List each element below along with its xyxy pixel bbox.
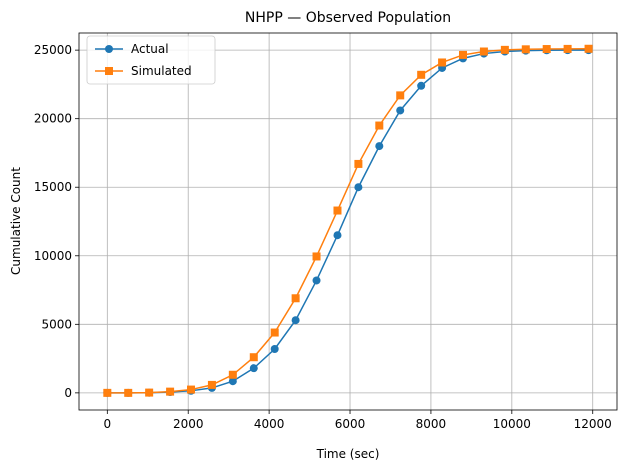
grid — [79, 33, 617, 410]
legend-marker-simulated — [105, 67, 113, 75]
y-tick-label: 10000 — [34, 249, 72, 263]
data-point-simulated — [354, 159, 363, 168]
data-point-actual — [312, 276, 321, 285]
plot-area — [103, 44, 593, 397]
data-point-simulated — [375, 121, 384, 130]
data-point-simulated — [207, 380, 216, 389]
data-point-simulated — [249, 353, 258, 362]
data-point-simulated — [500, 45, 509, 54]
y-tick-label: 5000 — [41, 317, 72, 331]
data-point-simulated — [542, 45, 551, 54]
data-point-actual — [375, 142, 384, 151]
data-point-actual — [249, 364, 258, 373]
data-point-simulated — [584, 44, 593, 53]
data-point-simulated — [312, 252, 321, 261]
data-point-simulated — [563, 44, 572, 53]
data-point-actual — [417, 81, 426, 90]
legend-marker-actual — [105, 45, 113, 53]
data-point-simulated — [187, 385, 196, 394]
y-axis: 0 5000 10000 15000 20000 25000 — [34, 43, 79, 400]
data-point-actual — [228, 377, 237, 386]
series-actual — [103, 46, 593, 397]
legend-box — [86, 35, 216, 85]
data-point-actual — [354, 183, 363, 192]
x-axis-label: Time (sec) — [316, 447, 380, 461]
chart-title: NHPP — Observed Population — [245, 10, 451, 26]
x-tick-label: 8000 — [416, 417, 447, 431]
series-line-simulated — [107, 48, 589, 394]
data-point-simulated — [438, 58, 447, 67]
x-tick-label: 0 — [103, 417, 111, 431]
legend-label-simulated: Simulated — [131, 64, 192, 78]
data-point-actual — [270, 344, 279, 353]
data-point-simulated — [459, 50, 468, 59]
x-tick-label: 10000 — [493, 417, 531, 431]
data-point-simulated — [291, 294, 300, 303]
x-tick-label: 4000 — [254, 417, 285, 431]
series-simulated — [103, 44, 593, 397]
data-point-simulated — [396, 91, 405, 100]
data-point-simulated — [417, 70, 426, 79]
data-point-simulated — [103, 388, 112, 397]
data-point-simulated — [270, 328, 279, 337]
data-point-simulated — [166, 387, 175, 396]
x-tick-label: 12000 — [574, 417, 612, 431]
legend: Actual Simulated — [86, 35, 216, 85]
data-point-simulated — [479, 47, 488, 56]
data-point-simulated — [333, 206, 342, 215]
data-point-simulated — [228, 370, 237, 379]
data-point-actual — [396, 106, 405, 115]
x-tick-label: 2000 — [173, 417, 204, 431]
x-tick-label: 6000 — [335, 417, 366, 431]
data-point-simulated — [124, 388, 133, 397]
plot-frame — [78, 32, 618, 411]
y-tick-label: 0 — [64, 386, 72, 400]
data-point-simulated — [521, 45, 530, 54]
x-axis: 0 2000 4000 6000 8000 10000 12000 — [103, 410, 612, 431]
data-point-simulated — [145, 388, 154, 397]
y-axis-label: Cumulative Count — [9, 167, 23, 275]
legend-label-actual: Actual — [131, 42, 169, 56]
series-line-actual — [107, 49, 589, 394]
y-tick-label: 15000 — [34, 180, 72, 194]
data-point-actual — [291, 316, 300, 325]
y-tick-label: 25000 — [34, 43, 72, 57]
data-point-actual — [333, 231, 342, 240]
y-tick-label: 20000 — [34, 112, 72, 126]
